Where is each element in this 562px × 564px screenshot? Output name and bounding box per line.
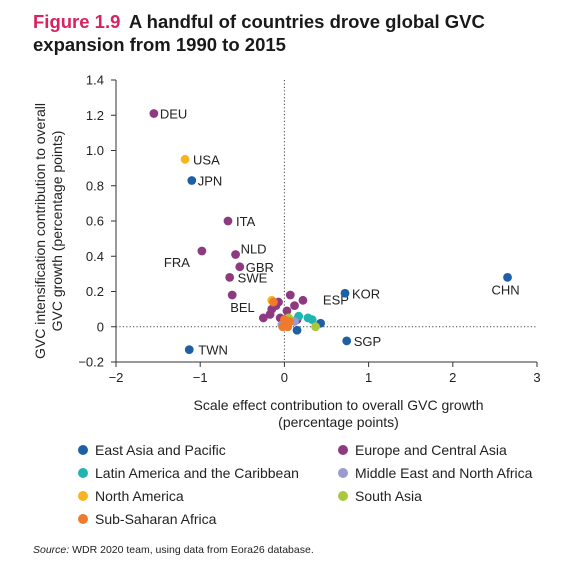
point-jpn xyxy=(187,176,197,185)
y-tick-label: 0 xyxy=(97,319,104,334)
point-ita xyxy=(223,216,233,226)
figure-title: Figure 1.9 A handful of countries drove … xyxy=(33,10,553,56)
point-label-swe: SWE xyxy=(238,270,268,285)
y-tick-label: 0.8 xyxy=(86,178,104,193)
y-tick-label: 1.4 xyxy=(86,73,104,88)
point-gbr xyxy=(235,262,245,272)
point xyxy=(258,313,268,323)
x-axis-label-line: (percentage points) xyxy=(278,414,399,430)
x-tick-label: −1 xyxy=(193,370,208,385)
legend-item: East Asia and Pacific xyxy=(78,442,226,458)
point xyxy=(269,297,278,307)
point xyxy=(307,315,317,325)
legend-label: North America xyxy=(95,488,184,504)
point-sgp xyxy=(342,336,352,346)
point-swe xyxy=(225,273,235,282)
legend-item: Middle East and North Africa xyxy=(338,465,532,481)
point-label-kor: KOR xyxy=(352,286,380,301)
point xyxy=(285,290,295,300)
legend-swatch xyxy=(338,468,348,478)
x-tick-label: 3 xyxy=(533,370,540,385)
point-label-usa: USA xyxy=(193,152,220,167)
legend-swatch xyxy=(78,514,88,524)
point xyxy=(278,322,288,332)
legend-item: Europe and Central Asia xyxy=(338,442,507,458)
point xyxy=(282,306,292,316)
point-kor xyxy=(340,288,350,298)
point-usa xyxy=(180,154,190,164)
point-deu xyxy=(149,109,159,118)
x-axis-label-line: Scale effect contribution to overall GVC… xyxy=(193,397,483,413)
y-axis-label: GVC intensification contribution to over… xyxy=(32,103,65,359)
y-tick-label: 0.4 xyxy=(86,249,104,264)
point xyxy=(285,317,294,326)
legend-label: Sub-Saharan Africa xyxy=(95,511,217,527)
legend-swatch xyxy=(78,468,88,478)
y-tick-label: 0.6 xyxy=(86,214,104,229)
y-tick-label: −0.2 xyxy=(78,355,104,370)
source-label: Source: xyxy=(33,544,70,556)
y-tick-label: 0.2 xyxy=(86,284,104,299)
legend-item: North America xyxy=(78,488,184,504)
x-axis-label: Scale effect contribution to overall GVC… xyxy=(193,397,483,430)
point xyxy=(290,301,299,310)
legend-label: East Asia and Pacific xyxy=(95,442,226,458)
legend-label: Latin America and the Caribbean xyxy=(95,465,299,481)
legend-item: South Asia xyxy=(338,488,422,504)
y-tick-label: 1.2 xyxy=(86,108,104,123)
point-label-jpn: JPN xyxy=(198,173,223,188)
point-label-bel: BEL xyxy=(230,300,255,315)
point-label-fra: FRA xyxy=(164,255,190,270)
legend-label: Europe and Central Asia xyxy=(355,442,507,458)
y-axis-label-line: GVC growth (percentage points) xyxy=(49,131,65,332)
legend-label: South Asia xyxy=(355,488,422,504)
point-label-ita: ITA xyxy=(236,214,256,229)
point-label-sgp: SGP xyxy=(354,334,381,349)
scatter-chart: −0.2 0 0.2 0.4 0.6 0.8 1.0 1.2 1.4 −2 −1 0 1 2 3 Scale … xyxy=(32,73,541,431)
figure-label: Figure 1.9 xyxy=(33,11,121,32)
y-axis-label-line: GVC intensification contribution to over… xyxy=(32,103,48,359)
legend-item: Sub-Saharan Africa xyxy=(78,511,216,527)
legend-label: Middle East and North Africa xyxy=(355,465,533,481)
point-twn xyxy=(184,345,194,355)
point xyxy=(311,322,320,332)
point xyxy=(265,310,275,319)
point-label-twn: TWN xyxy=(198,343,228,358)
point-esp xyxy=(298,295,308,305)
point-label-chn: CHN xyxy=(492,282,520,297)
point-label-deu: DEU xyxy=(160,106,187,121)
point xyxy=(292,325,302,335)
legend-swatch xyxy=(338,445,348,455)
x-tick-label: 2 xyxy=(449,370,456,385)
x-tick-label: 0 xyxy=(281,370,288,385)
point-nld xyxy=(231,250,240,259)
x-tick-label: 1 xyxy=(365,370,372,385)
point-label-nld: NLD xyxy=(241,241,267,256)
source-text: WDR 2020 team, using data from Eora26 da… xyxy=(72,544,314,556)
point-bel xyxy=(227,290,237,300)
y-tick-label: 1.0 xyxy=(86,143,104,158)
figure-title-text: A handful of countries drove global GVC … xyxy=(33,11,485,55)
point-label-gbr: GBR xyxy=(246,260,274,275)
legend-swatch xyxy=(78,445,88,455)
x-tick-label: −2 xyxy=(109,370,124,385)
source-note: Source: WDR 2020 team, using data from E… xyxy=(33,544,314,556)
point-chn xyxy=(503,273,512,282)
legend-item: Latin America and the Caribbean xyxy=(78,465,299,481)
legend-swatch xyxy=(338,491,348,501)
legend-swatch xyxy=(78,491,88,501)
point-fra xyxy=(197,246,207,256)
